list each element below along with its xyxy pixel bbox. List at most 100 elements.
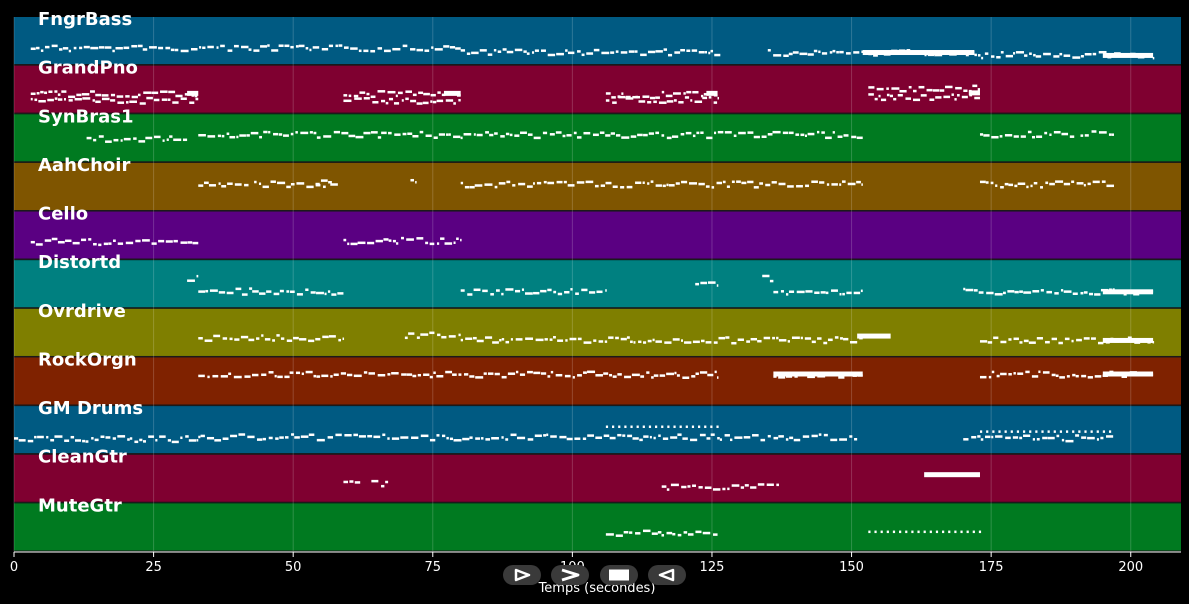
note [541, 372, 547, 375]
note [34, 435, 37, 439]
note [1080, 291, 1084, 295]
note [371, 479, 379, 483]
note [662, 437, 669, 440]
note [737, 338, 744, 341]
note [821, 52, 828, 55]
note [394, 133, 401, 136]
note [892, 530, 896, 534]
note [1127, 336, 1132, 339]
note [1000, 186, 1004, 189]
note [615, 134, 621, 137]
note [1081, 374, 1087, 378]
note [665, 94, 673, 98]
note [672, 532, 676, 536]
x-tick-label: 200 [1118, 560, 1143, 575]
note [1053, 130, 1061, 134]
note-block [187, 90, 199, 96]
note [557, 339, 564, 342]
note [36, 92, 40, 95]
note [850, 340, 858, 344]
note [666, 372, 675, 376]
note [474, 184, 483, 187]
note [643, 435, 649, 438]
note [82, 439, 86, 443]
note [519, 373, 526, 376]
note [948, 530, 951, 534]
note [1096, 430, 1099, 433]
note [1041, 430, 1044, 433]
note [252, 290, 259, 293]
note [759, 182, 764, 185]
note [475, 376, 484, 379]
note [605, 99, 610, 102]
note [605, 425, 609, 429]
note [873, 54, 878, 57]
rewind-button[interactable] [648, 565, 686, 585]
note [565, 339, 568, 342]
note [807, 375, 815, 379]
note [1105, 435, 1114, 438]
note [670, 436, 678, 439]
note [354, 481, 361, 484]
note [216, 46, 219, 49]
note [547, 288, 552, 292]
note [1008, 338, 1012, 341]
note [973, 289, 978, 292]
note [239, 134, 246, 137]
note [593, 48, 600, 52]
note [603, 434, 610, 438]
note [476, 339, 484, 343]
play-button[interactable] [503, 565, 541, 585]
note [564, 374, 571, 378]
note [527, 133, 533, 136]
note [387, 90, 396, 94]
note [1008, 183, 1014, 187]
note [323, 135, 332, 138]
note [1094, 375, 1102, 378]
note [469, 436, 473, 439]
note [410, 48, 416, 51]
stop-button[interactable] [600, 565, 638, 585]
note [64, 98, 66, 101]
note [811, 340, 816, 344]
note [692, 340, 700, 344]
note [793, 438, 801, 442]
note [785, 293, 789, 296]
note [620, 186, 625, 189]
note [1022, 430, 1026, 433]
forward-button[interactable] [551, 565, 589, 585]
note [961, 95, 968, 99]
note [818, 50, 821, 54]
note [251, 373, 259, 377]
note [687, 533, 694, 536]
note [577, 337, 582, 341]
note [555, 131, 562, 134]
note [868, 93, 874, 96]
note [384, 49, 391, 53]
note [617, 433, 622, 437]
note [505, 288, 514, 291]
note [462, 437, 470, 441]
note [425, 134, 432, 137]
note [1083, 337, 1090, 340]
note [977, 54, 981, 57]
note [1017, 182, 1026, 185]
track-lane-cello [14, 211, 1181, 259]
note [506, 50, 514, 54]
note [101, 94, 109, 97]
note [1023, 434, 1031, 437]
note [761, 135, 767, 139]
note [222, 437, 229, 440]
note [655, 184, 662, 187]
note [175, 94, 183, 98]
note [876, 87, 884, 91]
note [623, 530, 629, 534]
note [995, 184, 998, 187]
note [64, 439, 70, 442]
note [778, 339, 787, 342]
note [440, 237, 445, 240]
note [615, 50, 619, 53]
note [731, 180, 735, 184]
note [632, 437, 639, 440]
